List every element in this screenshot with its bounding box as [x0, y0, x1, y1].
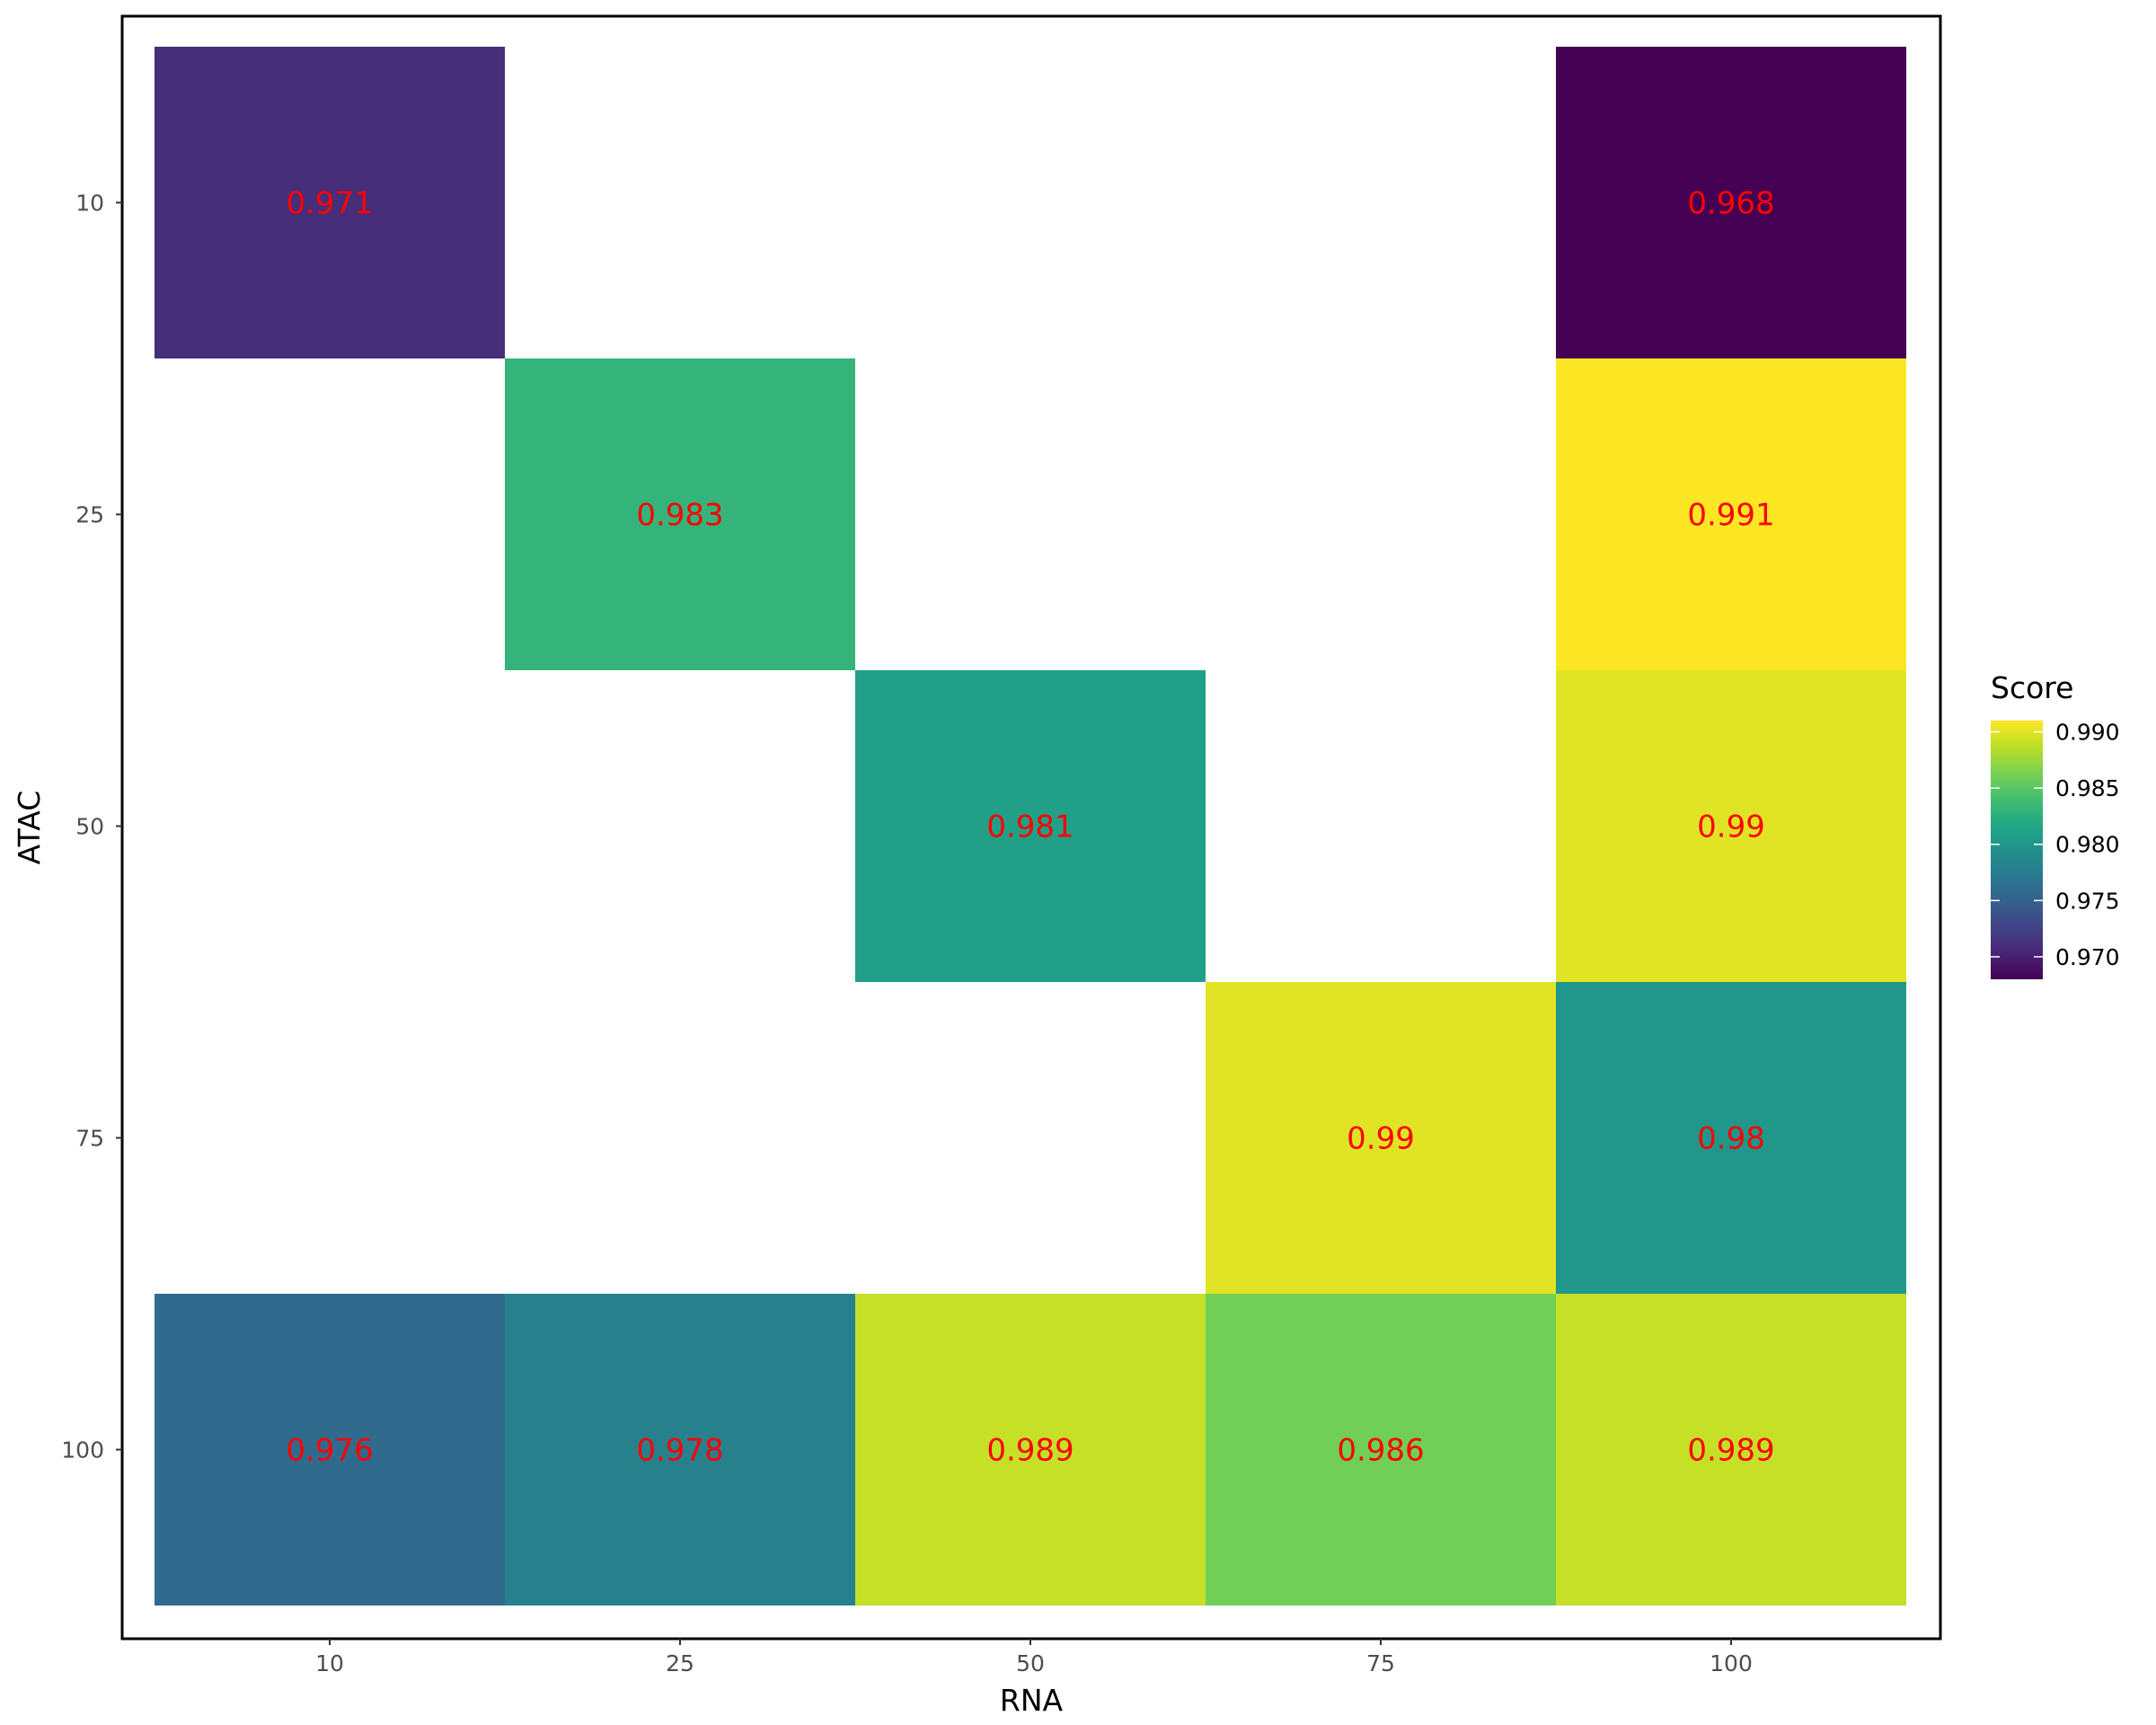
legend-tick-label: 0.975: [2055, 888, 2120, 914]
y-tick-label: 75: [75, 1126, 104, 1152]
heatmap-cell: [505, 1294, 855, 1606]
heatmap-cell: [1556, 47, 1906, 358]
x-axis-ticks: 10 25 50 75 100: [315, 1639, 1753, 1676]
heatmap-cell: [1556, 1294, 1906, 1606]
legend-colorbar: [1991, 721, 2043, 979]
cell-value-label: 0.968: [1687, 186, 1774, 222]
legend-tick-label: 0.980: [2055, 832, 2120, 858]
heatmap-cell: [155, 1294, 505, 1606]
y-tick-label: 50: [75, 814, 104, 840]
cell-value-label: 0.989: [986, 1433, 1074, 1469]
y-tick-label: 100: [61, 1438, 104, 1464]
cell-value-label: 0.991: [1687, 498, 1774, 534]
legend-title: Score: [1991, 670, 2073, 705]
cell-value-label: 0.99: [1347, 1121, 1415, 1157]
cell-value-label: 0.978: [636, 1433, 723, 1469]
legend-tick-label: 0.990: [2055, 720, 2120, 746]
heatmap-cell: [1556, 982, 1906, 1294]
cell-value-label: 0.98: [1697, 1121, 1765, 1157]
y-tick-label: 10: [75, 190, 104, 217]
heatmap-cell: [855, 1294, 1206, 1606]
y-axis-title: ATAC: [12, 791, 47, 865]
x-tick-label: 25: [666, 1650, 694, 1676]
heatmap-cell: [1556, 670, 1906, 982]
y-tick-label: 25: [75, 502, 104, 528]
legend: Score 0.970 0.975 0.980 0.985 0.990: [1991, 670, 2120, 979]
heatmap-cells: [155, 47, 1906, 1606]
legend-tick-label: 0.985: [2055, 775, 2120, 801]
cell-value-label: 0.99: [1697, 809, 1765, 845]
y-axis-ticks: 10 25 50 75 100: [61, 190, 122, 1464]
legend-ticks: 0.970 0.975 0.980 0.985 0.990: [1991, 720, 2120, 970]
heatmap-cell: [1206, 982, 1556, 1294]
heatmap-cell: [505, 358, 855, 670]
heatmap-cell: [855, 670, 1206, 982]
cell-value-label: 0.983: [636, 498, 723, 534]
x-axis-title: RNA: [1000, 1683, 1064, 1718]
x-tick-label: 10: [315, 1650, 344, 1676]
x-tick-label: 50: [1016, 1650, 1045, 1676]
cell-value-label: 0.986: [1337, 1433, 1424, 1469]
heatmap-cell: [155, 47, 505, 358]
cell-value-label: 0.971: [286, 186, 373, 222]
heatmap-cell: [1206, 1294, 1556, 1606]
cell-value-label: 0.981: [986, 809, 1074, 845]
x-tick-label: 75: [1366, 1650, 1395, 1676]
cell-value-label: 0.989: [1687, 1433, 1774, 1469]
x-tick-label: 100: [1710, 1650, 1753, 1676]
heatmap-cell-labels: 0.971 0.968 0.983 0.991 0.981 0.99 0.99 0.98 0.9…: [286, 186, 1774, 1469]
legend-tick-label: 0.970: [2055, 944, 2120, 970]
heatmap-cell: [1556, 358, 1906, 670]
cell-value-label: 0.976: [286, 1433, 373, 1469]
